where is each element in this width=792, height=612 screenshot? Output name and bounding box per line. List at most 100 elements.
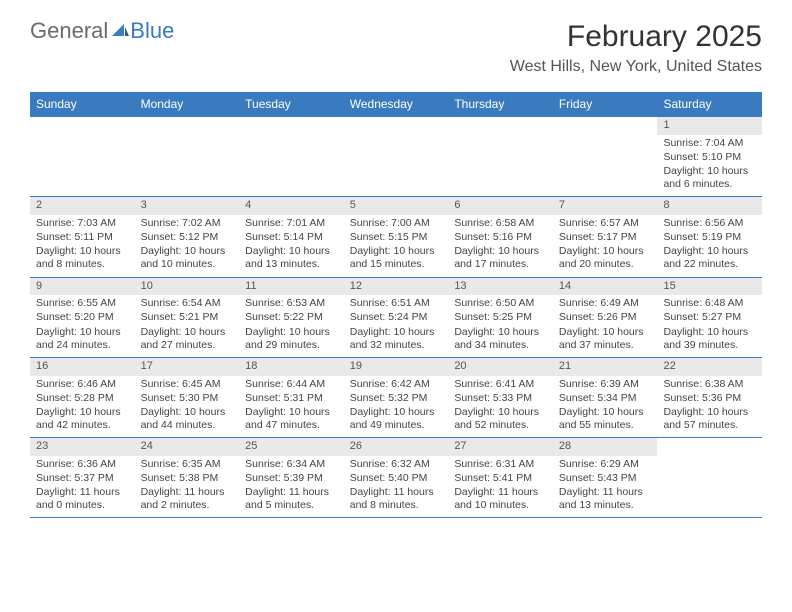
weekday-header: Wednesday — [344, 92, 449, 116]
daylight-text: Daylight: 10 hours and 32 minutes. — [350, 326, 443, 352]
daylight-text: Daylight: 10 hours and 17 minutes. — [454, 245, 547, 271]
sunrise-text: Sunrise: 6:34 AM — [245, 458, 338, 471]
day-cell — [448, 117, 553, 196]
day-body: Sunrise: 6:38 AMSunset: 5:36 PMDaylight:… — [657, 378, 762, 433]
day-cell — [344, 117, 449, 196]
day-cell: 21Sunrise: 6:39 AMSunset: 5:34 PMDayligh… — [553, 358, 658, 437]
sunset-text: Sunset: 5:33 PM — [454, 392, 547, 405]
day-body: Sunrise: 6:35 AMSunset: 5:38 PMDaylight:… — [135, 458, 240, 513]
day-cell: 9Sunrise: 6:55 AMSunset: 5:20 PMDaylight… — [30, 278, 135, 357]
day-number: 23 — [30, 438, 135, 456]
day-number: 27 — [448, 438, 553, 456]
day-number: 1 — [657, 117, 762, 135]
day-cell: 7Sunrise: 6:57 AMSunset: 5:17 PMDaylight… — [553, 197, 658, 276]
day-body: Sunrise: 6:58 AMSunset: 5:16 PMDaylight:… — [448, 217, 553, 272]
day-cell: 13Sunrise: 6:50 AMSunset: 5:25 PMDayligh… — [448, 278, 553, 357]
daylight-text: Daylight: 10 hours and 42 minutes. — [36, 406, 129, 432]
sunset-text: Sunset: 5:34 PM — [559, 392, 652, 405]
sunset-text: Sunset: 5:24 PM — [350, 311, 443, 324]
day-number: 26 — [344, 438, 449, 456]
day-body: Sunrise: 6:51 AMSunset: 5:24 PMDaylight:… — [344, 297, 449, 352]
day-cell: 20Sunrise: 6:41 AMSunset: 5:33 PMDayligh… — [448, 358, 553, 437]
sunrise-text: Sunrise: 6:36 AM — [36, 458, 129, 471]
day-cell: 25Sunrise: 6:34 AMSunset: 5:39 PMDayligh… — [239, 438, 344, 517]
sunrise-text: Sunrise: 7:04 AM — [663, 137, 756, 150]
sunset-text: Sunset: 5:19 PM — [663, 231, 756, 244]
daylight-text: Daylight: 10 hours and 13 minutes. — [245, 245, 338, 271]
weekday-header-row: Sunday Monday Tuesday Wednesday Thursday… — [30, 92, 762, 116]
daylight-text: Daylight: 10 hours and 27 minutes. — [141, 326, 234, 352]
day-body: Sunrise: 6:49 AMSunset: 5:26 PMDaylight:… — [553, 297, 658, 352]
sunrise-text: Sunrise: 7:03 AM — [36, 217, 129, 230]
day-body: Sunrise: 7:01 AMSunset: 5:14 PMDaylight:… — [239, 217, 344, 272]
sunrise-text: Sunrise: 6:46 AM — [36, 378, 129, 391]
day-cell: 16Sunrise: 6:46 AMSunset: 5:28 PMDayligh… — [30, 358, 135, 437]
day-body: Sunrise: 7:02 AMSunset: 5:12 PMDaylight:… — [135, 217, 240, 272]
day-cell: 8Sunrise: 6:56 AMSunset: 5:19 PMDaylight… — [657, 197, 762, 276]
day-number: 21 — [553, 358, 658, 376]
sunset-text: Sunset: 5:28 PM — [36, 392, 129, 405]
daylight-text: Daylight: 10 hours and 6 minutes. — [663, 165, 756, 191]
logo: General Blue — [30, 20, 174, 42]
day-body: Sunrise: 6:50 AMSunset: 5:25 PMDaylight:… — [448, 297, 553, 352]
sunrise-text: Sunrise: 6:56 AM — [663, 217, 756, 230]
day-cell: 28 Sunrise: 6:29 AMSunset: 5:43 PMDayligh… — [553, 438, 658, 517]
day-cell — [239, 117, 344, 196]
sunrise-text: Sunrise: 6:53 AM — [245, 297, 338, 310]
sunset-text: Sunset: 5:22 PM — [245, 311, 338, 324]
day-body: Sunrise: 6:36 AMSunset: 5:37 PMDaylight:… — [30, 458, 135, 513]
day-cell: 4Sunrise: 7:01 AMSunset: 5:14 PMDaylight… — [239, 197, 344, 276]
page-title: February 2025 — [510, 20, 762, 54]
day-number: 28 — [553, 438, 658, 456]
sunset-text: Sunset: 5:10 PM — [663, 151, 756, 164]
daylight-text: Daylight: 11 hours and 10 minutes. — [454, 486, 547, 512]
day-number: 6 — [448, 197, 553, 215]
daylight-text: Daylight: 11 hours and 5 minutes. — [245, 486, 338, 512]
sunrise-text: Sunrise: 6:45 AM — [141, 378, 234, 391]
weekday-header: Saturday — [657, 92, 762, 116]
sunrise-text: Sunrise: 6:58 AM — [454, 217, 547, 230]
location-subtitle: West Hills, New York, United States — [510, 58, 762, 76]
daylight-text: Daylight: 10 hours and 52 minutes. — [454, 406, 547, 432]
week-row: 9Sunrise: 6:55 AMSunset: 5:20 PMDaylight… — [30, 278, 762, 358]
sunrise-text: Sunrise: 6:38 AM — [663, 378, 756, 391]
day-body: Sunrise: 6:48 AMSunset: 5:27 PMDaylight:… — [657, 297, 762, 352]
day-number: 20 — [448, 358, 553, 376]
daylight-text: Daylight: 11 hours and 8 minutes. — [350, 486, 443, 512]
daylight-text: Daylight: 10 hours and 47 minutes. — [245, 406, 338, 432]
day-number: 5 — [344, 197, 449, 215]
daylight-text: Daylight: 10 hours and 57 minutes. — [663, 406, 756, 432]
day-body: Sunrise: 6:53 AMSunset: 5:22 PMDaylight:… — [239, 297, 344, 352]
daylight-text: Daylight: 11 hours and 2 minutes. — [141, 486, 234, 512]
sunrise-text: Sunrise: 6:57 AM — [559, 217, 652, 230]
day-body: Sunrise: 6:54 AMSunset: 5:21 PMDaylight:… — [135, 297, 240, 352]
day-cell: 22 Sunrise: 6:38 AMSunset: 5:36 PMDayligh… — [657, 358, 762, 437]
day-number: 22 — [657, 358, 762, 376]
day-body: Sunrise: 6:46 AMSunset: 5:28 PMDaylight:… — [30, 378, 135, 433]
daylight-text: Daylight: 10 hours and 20 minutes. — [559, 245, 652, 271]
week-row: 23 Sunrise: 6:36 AMSunset: 5:37 PMDayligh… — [30, 438, 762, 518]
week-row: 16Sunrise: 6:46 AMSunset: 5:28 PMDayligh… — [30, 358, 762, 438]
day-body: Sunrise: 6:29 AMSunset: 5:43 PMDaylight:… — [553, 458, 658, 513]
logo-text-gray: General — [30, 20, 108, 42]
day-cell: 19Sunrise: 6:42 AMSunset: 5:32 PMDayligh… — [344, 358, 449, 437]
day-number: 24 — [135, 438, 240, 456]
sunset-text: Sunset: 5:31 PM — [245, 392, 338, 405]
day-body: Sunrise: 6:45 AMSunset: 5:30 PMDaylight:… — [135, 378, 240, 433]
day-cell: 26Sunrise: 6:32 AMSunset: 5:40 PMDayligh… — [344, 438, 449, 517]
day-cell: 5Sunrise: 7:00 AMSunset: 5:15 PMDaylight… — [344, 197, 449, 276]
day-cell: 10Sunrise: 6:54 AMSunset: 5:21 PMDayligh… — [135, 278, 240, 357]
sunrise-text: Sunrise: 6:49 AM — [559, 297, 652, 310]
sunset-text: Sunset: 5:43 PM — [559, 472, 652, 485]
day-body: Sunrise: 6:44 AMSunset: 5:31 PMDaylight:… — [239, 378, 344, 433]
sunrise-text: Sunrise: 6:44 AM — [245, 378, 338, 391]
day-cell: 1 Sunrise: 7:04 AMSunset: 5:10 PMDaylight… — [657, 117, 762, 196]
daylight-text: Daylight: 10 hours and 49 minutes. — [350, 406, 443, 432]
day-number: 19 — [344, 358, 449, 376]
day-number: 11 — [239, 278, 344, 296]
sunrise-text: Sunrise: 6:54 AM — [141, 297, 234, 310]
day-cell: 18Sunrise: 6:44 AMSunset: 5:31 PMDayligh… — [239, 358, 344, 437]
sunrise-text: Sunrise: 6:31 AM — [454, 458, 547, 471]
week-row: 1 Sunrise: 7:04 AMSunset: 5:10 PMDaylight… — [30, 116, 762, 197]
day-cell — [30, 117, 135, 196]
